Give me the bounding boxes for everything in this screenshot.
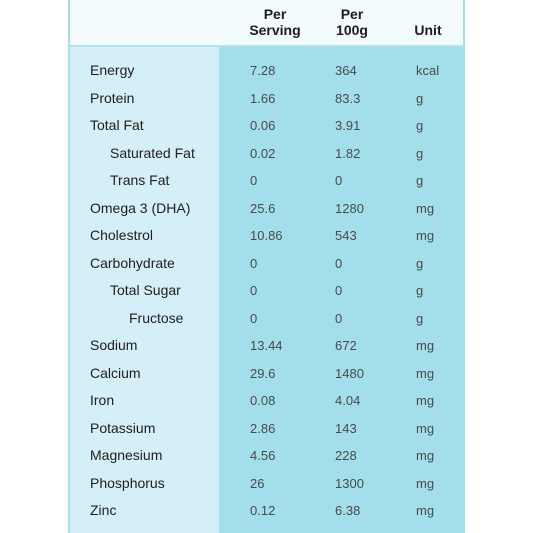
nutrient-label: Energy xyxy=(90,62,135,78)
unit-value: g xyxy=(416,173,424,188)
nutrient-label: Iron xyxy=(90,392,115,408)
unit-value: mg xyxy=(416,503,435,518)
header-per-100g-line1: Per xyxy=(340,6,364,22)
per-serving-value: 7.28 xyxy=(250,63,276,78)
table-row: Sodium 13.44 672 mg xyxy=(70,334,463,356)
nutrient-label: Total Fat xyxy=(90,117,144,133)
nutrient-label: Zinc xyxy=(90,502,117,518)
nutrient-label: Potassium xyxy=(90,419,156,436)
nutrient-label: Saturated Fat xyxy=(110,144,195,161)
unit-value: mg xyxy=(416,338,435,353)
table-row: Calcium 29.6 1480 mg xyxy=(70,362,463,384)
per-100g-value: 4.04 xyxy=(335,393,361,408)
header-per-serving-line1: Per xyxy=(263,6,287,22)
per-100g-value: 543 xyxy=(335,228,357,243)
per-serving-value: 1.66 xyxy=(250,90,276,106)
table-row: Cholestrol 10.86 543 mg xyxy=(70,224,463,246)
table-row: Carbohydrate 0 0 g xyxy=(70,252,463,274)
nutrient-label: Magnesium xyxy=(90,447,163,463)
nutrient-label: Trans Fat xyxy=(110,172,170,188)
unit-value: kcal xyxy=(416,63,440,78)
nutrient-label: Omega 3 (DHA) xyxy=(90,199,191,216)
unit-value: mg xyxy=(416,448,435,463)
unit-value: mg xyxy=(416,365,435,381)
table-row: Phosphorus 26 1300 mg xyxy=(70,472,463,494)
per-serving-value: 0 xyxy=(250,310,258,326)
label-column xyxy=(70,47,219,533)
table-row: Iron 0.08 4.04 mg xyxy=(70,389,463,411)
unit-value: g xyxy=(416,310,424,326)
per-100g-value: 1.82 xyxy=(335,145,361,161)
per-serving-value: 25.6 xyxy=(250,200,276,216)
per-serving-value: 29.6 xyxy=(250,365,276,381)
nutrient-label: Fructose xyxy=(129,309,184,326)
per-serving-value: 0 xyxy=(250,173,258,188)
table-row: Protein 1.66 83.3 g xyxy=(70,87,463,109)
table-row: Total Sugar 0 0 g xyxy=(70,279,463,301)
table-row: Omega 3 (DHA) 25.6 1280 mg xyxy=(70,197,463,219)
nutrient-label: Sodium xyxy=(90,337,138,353)
header-per-100g-line2: 100g xyxy=(336,22,368,38)
nutrient-label: Cholestrol xyxy=(90,227,154,243)
per-serving-value: 0 xyxy=(250,255,258,271)
per-100g-value: 1300 xyxy=(335,475,364,491)
unit-value: g xyxy=(416,283,424,298)
per-serving-value: 2.86 xyxy=(250,420,276,436)
table-row: Fructose 0 0 g xyxy=(70,307,463,329)
header-per-100g: Per 100g xyxy=(322,6,382,38)
per-serving-value: 10.86 xyxy=(250,228,283,243)
per-100g-value: 3.91 xyxy=(335,118,361,133)
nutrient-label: Protein xyxy=(90,89,135,106)
per-100g-value: 0 xyxy=(335,283,343,298)
unit-value: g xyxy=(416,255,424,271)
table-row: Energy 7.28 364 kcal xyxy=(70,59,463,81)
table-row: Trans Fat 0 0 g xyxy=(70,169,463,191)
unit-value: mg xyxy=(416,393,435,408)
header-per-serving: Per Serving xyxy=(240,6,310,38)
data-column xyxy=(219,47,463,533)
per-serving-value: 13.44 xyxy=(250,338,283,353)
nutrition-table: Per Serving Per 100g Unit Energy 7.28 364 k… xyxy=(68,0,465,533)
per-serving-value: 4.56 xyxy=(250,448,276,463)
unit-value: mg xyxy=(416,228,435,243)
per-100g-value: 0 xyxy=(335,255,343,271)
per-serving-value: 0.02 xyxy=(250,145,276,161)
table-header: Per Serving Per 100g Unit xyxy=(70,0,463,47)
per-100g-value: 143 xyxy=(335,420,357,436)
nutrient-label: Total Sugar xyxy=(110,282,181,298)
unit-value: mg xyxy=(416,200,435,216)
unit-value: g xyxy=(416,90,424,106)
unit-value: g xyxy=(416,145,424,161)
header-per-serving-line2: Serving xyxy=(249,22,301,38)
table-row: Zinc 0.12 6.38 mg xyxy=(70,499,463,521)
per-100g-value: 1280 xyxy=(335,200,364,216)
unit-value: g xyxy=(416,118,424,133)
per-100g-value: 83.3 xyxy=(335,90,361,106)
per-100g-value: 1480 xyxy=(335,365,364,381)
table-row: Saturated Fat 0.02 1.82 g xyxy=(70,142,463,164)
per-100g-value: 0 xyxy=(335,173,343,188)
unit-value: mg xyxy=(416,420,435,436)
per-100g-value: 6.38 xyxy=(335,503,361,518)
per-serving-value: 0.08 xyxy=(250,393,276,408)
table-row: Potassium 2.86 143 mg xyxy=(70,417,463,439)
per-100g-value: 672 xyxy=(335,338,357,353)
table-row: Magnesium 4.56 228 mg xyxy=(70,444,463,466)
per-100g-value: 228 xyxy=(335,448,357,463)
per-serving-value: 0.06 xyxy=(250,118,276,133)
nutrient-label: Carbohydrate xyxy=(90,254,175,271)
per-serving-value: 0.12 xyxy=(250,503,276,518)
per-100g-value: 364 xyxy=(335,63,357,78)
nutrient-label: Calcium xyxy=(90,364,141,381)
unit-value: mg xyxy=(416,475,435,491)
header-unit: Unit xyxy=(414,22,442,38)
per-serving-value: 26 xyxy=(250,475,265,491)
nutrient-label: Phosphorus xyxy=(90,474,165,491)
per-100g-value: 0 xyxy=(335,310,343,326)
per-serving-value: 0 xyxy=(250,283,258,298)
table-row: Total Fat 0.06 3.91 g xyxy=(70,114,463,136)
